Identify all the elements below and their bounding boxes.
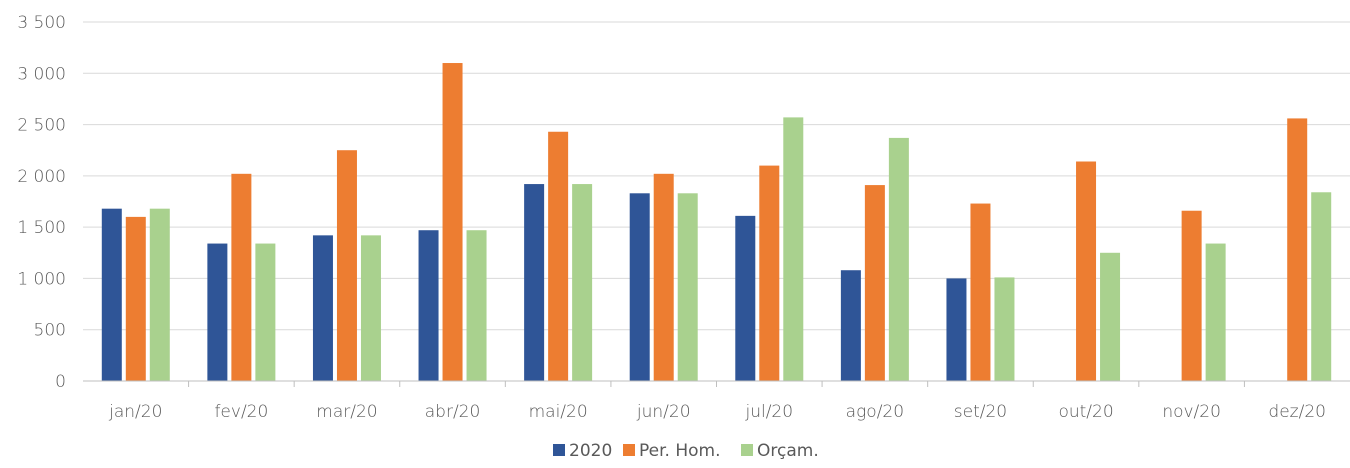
x-tick-label: out/20 bbox=[1058, 402, 1113, 422]
bar-2020-jul-20 bbox=[735, 215, 756, 381]
bar-per-hom--jun-20 bbox=[653, 173, 674, 381]
x-tick-label: jul/20 bbox=[744, 402, 793, 422]
y-tick-label: 2 500 bbox=[17, 116, 66, 136]
bar-or-am--fev-20 bbox=[255, 243, 276, 381]
bar-per-hom--set-20 bbox=[970, 203, 991, 381]
bar-or-am--jun-20 bbox=[677, 193, 698, 381]
bar-2020-fev-20 bbox=[207, 243, 228, 381]
bar-2020-ago-20 bbox=[840, 270, 861, 381]
bar-per-hom--mai-20 bbox=[548, 131, 569, 381]
bar-per-hom--fev-20 bbox=[231, 173, 252, 381]
legend-swatch bbox=[553, 444, 565, 456]
legend-label: 2020 bbox=[569, 441, 612, 461]
x-axis: jan/20 fev/20 mar/20 abr/20 mai/20 jun/20 jul/… bbox=[83, 380, 1350, 422]
gridlines bbox=[83, 21, 1350, 331]
x-tick-label: dez/20 bbox=[1268, 402, 1326, 422]
bar-or-am--nov-20 bbox=[1205, 243, 1226, 381]
x-tick-label: nov/20 bbox=[1162, 402, 1221, 422]
bar-2020-mar-20 bbox=[312, 235, 333, 381]
bar-per-hom--mar-20 bbox=[336, 150, 357, 381]
bar-or-am--ago-20 bbox=[888, 137, 909, 381]
y-axis: 0 500 1 000 1 500 2 000 2 500 3 000 3 500 bbox=[17, 13, 66, 392]
x-tick-label: jan/20 bbox=[108, 402, 162, 422]
bars bbox=[101, 63, 1332, 382]
bar-2020-jan-20 bbox=[101, 208, 122, 381]
legend-swatch bbox=[741, 444, 753, 456]
legend-swatch bbox=[623, 444, 635, 456]
y-tick-label: 3 000 bbox=[17, 64, 66, 84]
bar-or-am--jul-20 bbox=[783, 117, 804, 382]
bar-2020-set-20 bbox=[946, 278, 967, 381]
bar-2020-mai-20 bbox=[524, 184, 545, 381]
y-tick-label: 1 000 bbox=[17, 269, 66, 289]
x-tick-label: mai/20 bbox=[529, 402, 588, 422]
x-tick-label: set/20 bbox=[954, 402, 1007, 422]
y-tick-label: 3 500 bbox=[17, 13, 66, 33]
bar-or-am--mai-20 bbox=[572, 184, 593, 381]
x-tick-label: mar/20 bbox=[316, 402, 377, 422]
x-tick-label: jun/20 bbox=[636, 402, 691, 422]
bar-per-hom--jan-20 bbox=[125, 216, 146, 381]
x-tick-label: abr/20 bbox=[425, 402, 481, 422]
y-tick-label: 0 bbox=[55, 372, 66, 392]
bar-per-hom--jul-20 bbox=[759, 165, 780, 381]
bar-or-am--abr-20 bbox=[466, 230, 487, 381]
bar-per-hom--dez-20 bbox=[1287, 118, 1308, 381]
legend: 2020 Per. Hom. Orçam. bbox=[553, 441, 819, 461]
legend-label: Per. Hom. bbox=[639, 441, 721, 461]
bar-per-hom--nov-20 bbox=[1181, 210, 1202, 381]
bar-per-hom--out-20 bbox=[1076, 161, 1097, 381]
y-tick-label: 1 500 bbox=[17, 218, 66, 238]
bar-or-am--dez-20 bbox=[1311, 192, 1332, 381]
bar-or-am--jan-20 bbox=[149, 208, 170, 381]
legend-label: Orçam. bbox=[757, 441, 819, 461]
y-tick-label: 2 000 bbox=[17, 167, 66, 187]
bar-or-am--set-20 bbox=[994, 277, 1015, 381]
bar-2020-jun-20 bbox=[629, 193, 650, 381]
bar-or-am--out-20 bbox=[1100, 252, 1121, 381]
y-tick-label: 500 bbox=[34, 321, 66, 341]
bar-per-hom--ago-20 bbox=[864, 185, 885, 381]
bar-2020-abr-20 bbox=[418, 230, 439, 381]
bar-per-hom--abr-20 bbox=[442, 63, 463, 382]
x-tick-label: fev/20 bbox=[214, 402, 268, 422]
x-tick-label: ago/20 bbox=[846, 402, 904, 422]
bar-or-am--mar-20 bbox=[360, 235, 381, 381]
